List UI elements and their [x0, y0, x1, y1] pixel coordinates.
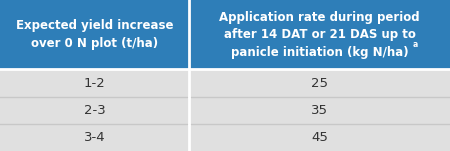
Text: 3-4: 3-4 — [84, 131, 105, 144]
Text: 35: 35 — [311, 104, 328, 117]
Text: 1-2: 1-2 — [84, 77, 105, 90]
Bar — [0, 0, 189, 69]
Text: Application rate during period
after 14 DAT or 21 DAS up to
panicle initiation (: Application rate during period after 14 … — [219, 11, 420, 59]
Bar — [0, 69, 189, 97]
Text: 25: 25 — [311, 77, 328, 90]
Bar — [189, 124, 450, 151]
Text: 45: 45 — [311, 131, 328, 144]
Bar — [189, 69, 450, 97]
Bar — [0, 97, 189, 124]
Bar — [189, 97, 450, 124]
Text: Expected yield increase
over 0 N plot (t/ha): Expected yield increase over 0 N plot (t… — [16, 19, 173, 50]
Text: a: a — [413, 40, 418, 49]
Text: 2-3: 2-3 — [84, 104, 105, 117]
Bar — [0, 124, 189, 151]
Bar — [189, 0, 450, 69]
